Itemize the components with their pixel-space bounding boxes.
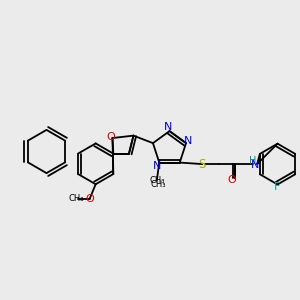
Text: O: O: [106, 132, 115, 142]
Text: F: F: [274, 182, 281, 193]
Text: CH₃: CH₃: [151, 180, 166, 189]
Text: S: S: [199, 158, 206, 171]
Text: N: N: [184, 136, 193, 146]
Text: N: N: [153, 160, 162, 171]
Text: O: O: [228, 175, 237, 185]
Text: H: H: [249, 156, 256, 166]
Text: N: N: [164, 122, 172, 133]
Text: CH₃: CH₃: [149, 176, 165, 185]
Text: O: O: [85, 194, 94, 204]
Text: N: N: [251, 160, 259, 170]
Text: CH₃: CH₃: [68, 194, 84, 203]
